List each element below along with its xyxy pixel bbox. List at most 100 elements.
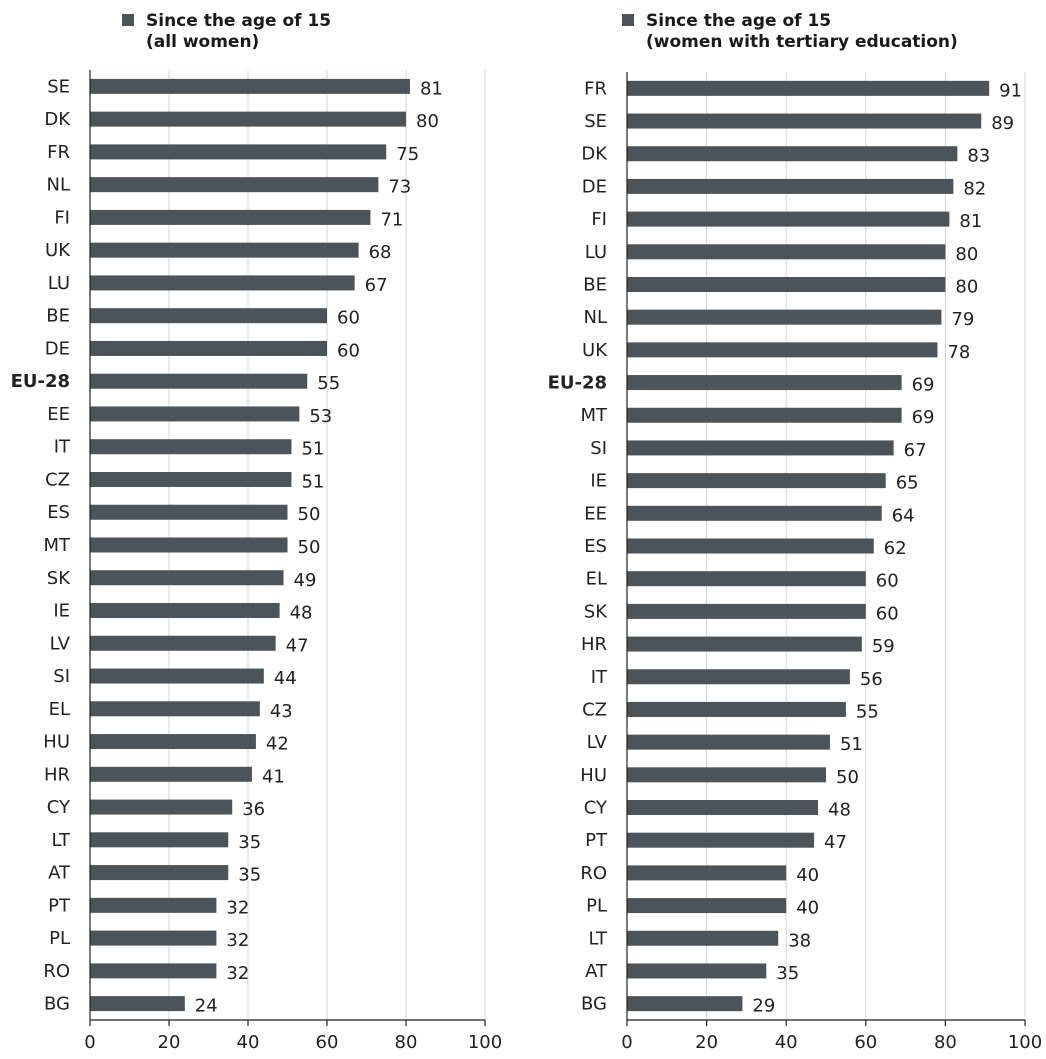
data-label: 81 bbox=[959, 211, 982, 232]
bar bbox=[90, 111, 406, 127]
category-label: FI bbox=[54, 207, 70, 228]
bar bbox=[627, 178, 954, 194]
category-label: IT bbox=[54, 437, 71, 458]
legend-swatch bbox=[622, 14, 634, 26]
category-label: DK bbox=[44, 109, 71, 130]
data-label: 29 bbox=[752, 996, 775, 1017]
bar bbox=[627, 538, 874, 554]
bar bbox=[90, 963, 217, 979]
category-label: NL bbox=[584, 307, 608, 328]
bar bbox=[627, 832, 815, 848]
legend-label-subtitle: (women with tertiary education) bbox=[646, 32, 958, 52]
bar bbox=[90, 635, 276, 651]
legend-label: Since the age of 15 bbox=[146, 11, 331, 31]
category-label: FR bbox=[47, 142, 70, 163]
category-label: CY bbox=[584, 798, 608, 819]
bar bbox=[90, 242, 359, 258]
bar bbox=[90, 144, 387, 160]
data-label: 47 bbox=[824, 832, 847, 853]
data-label: 53 bbox=[309, 406, 332, 427]
category-label: CZ bbox=[45, 469, 70, 490]
bar bbox=[627, 898, 787, 914]
category-label: EL bbox=[586, 569, 607, 590]
x-tick-label: 0 bbox=[84, 1032, 95, 1053]
x-tick-label: 40 bbox=[775, 1032, 798, 1053]
category-label: EE bbox=[584, 503, 607, 524]
data-label: 56 bbox=[860, 669, 883, 690]
data-label: 60 bbox=[876, 603, 899, 624]
category-label: BG bbox=[581, 994, 607, 1015]
x-tick-label: 60 bbox=[316, 1032, 339, 1053]
data-label: 71 bbox=[380, 209, 403, 230]
data-label: 80 bbox=[955, 276, 978, 297]
x-tick-label: 40 bbox=[237, 1032, 260, 1053]
category-label: MT bbox=[43, 535, 71, 556]
bar bbox=[627, 211, 950, 227]
category-label: HU bbox=[43, 732, 70, 753]
bar bbox=[627, 276, 946, 292]
bar bbox=[627, 113, 982, 129]
data-label: 59 bbox=[872, 636, 895, 657]
x-tick-label: 100 bbox=[468, 1032, 502, 1053]
category-label: HR bbox=[44, 764, 70, 785]
category-label: IE bbox=[53, 601, 70, 622]
bar bbox=[627, 342, 938, 358]
data-label: 32 bbox=[226, 963, 249, 984]
category-label: LV bbox=[587, 732, 608, 753]
chart-panel-tertiary-education: Since the age of 15(women with tertiary … bbox=[548, 11, 1043, 1053]
category-label: IT bbox=[591, 667, 608, 688]
bar bbox=[627, 440, 894, 456]
data-label: 80 bbox=[955, 244, 978, 265]
bar bbox=[627, 734, 830, 750]
category-label: LT bbox=[588, 928, 608, 949]
chart-panel-all-women: Since the age of 15(all women) SE 81 DK 80 FR… bbox=[11, 11, 503, 1053]
x-tick-label: 20 bbox=[158, 1032, 181, 1053]
data-label: 51 bbox=[840, 734, 863, 755]
category-label: HU bbox=[580, 765, 607, 786]
bar bbox=[627, 80, 990, 96]
data-label: 60 bbox=[876, 571, 899, 592]
data-label: 55 bbox=[856, 701, 879, 722]
data-label: 36 bbox=[242, 799, 265, 820]
bar bbox=[627, 603, 866, 619]
data-label: 38 bbox=[788, 930, 811, 951]
data-label: 48 bbox=[828, 800, 851, 821]
bar bbox=[627, 996, 743, 1012]
category-label: BE bbox=[583, 274, 607, 295]
data-label: 40 bbox=[796, 898, 819, 919]
legend-label: Since the age of 15 bbox=[646, 11, 831, 31]
bar bbox=[90, 537, 288, 553]
bar bbox=[627, 571, 866, 587]
x-tick-label: 0 bbox=[621, 1032, 632, 1053]
data-label: 78 bbox=[947, 342, 970, 363]
data-label: 35 bbox=[238, 865, 261, 886]
data-label: 50 bbox=[298, 504, 321, 525]
bar bbox=[627, 244, 946, 260]
bar bbox=[627, 963, 767, 979]
data-label: 81 bbox=[420, 78, 443, 99]
bar bbox=[627, 375, 902, 391]
category-label: LT bbox=[51, 830, 71, 851]
data-label: 79 bbox=[951, 309, 974, 330]
bar bbox=[90, 209, 371, 225]
data-label: 68 bbox=[369, 242, 392, 263]
data-label: 55 bbox=[317, 373, 340, 394]
bar bbox=[627, 701, 846, 717]
category-label: LU bbox=[585, 242, 607, 263]
bar bbox=[90, 471, 292, 487]
category-label: PL bbox=[49, 928, 70, 949]
category-label: DE bbox=[45, 338, 70, 359]
data-label: 69 bbox=[912, 375, 935, 396]
category-label: RO bbox=[43, 961, 70, 982]
data-label: 89 bbox=[991, 113, 1014, 134]
category-label: DE bbox=[582, 176, 607, 197]
bar bbox=[627, 930, 779, 946]
category-label: EU-28 bbox=[11, 371, 70, 392]
data-label: 82 bbox=[963, 178, 986, 199]
category-label: ES bbox=[47, 502, 70, 523]
bar bbox=[90, 308, 327, 324]
bar bbox=[627, 636, 862, 652]
category-label: CZ bbox=[582, 699, 607, 720]
data-label: 62 bbox=[884, 538, 907, 559]
